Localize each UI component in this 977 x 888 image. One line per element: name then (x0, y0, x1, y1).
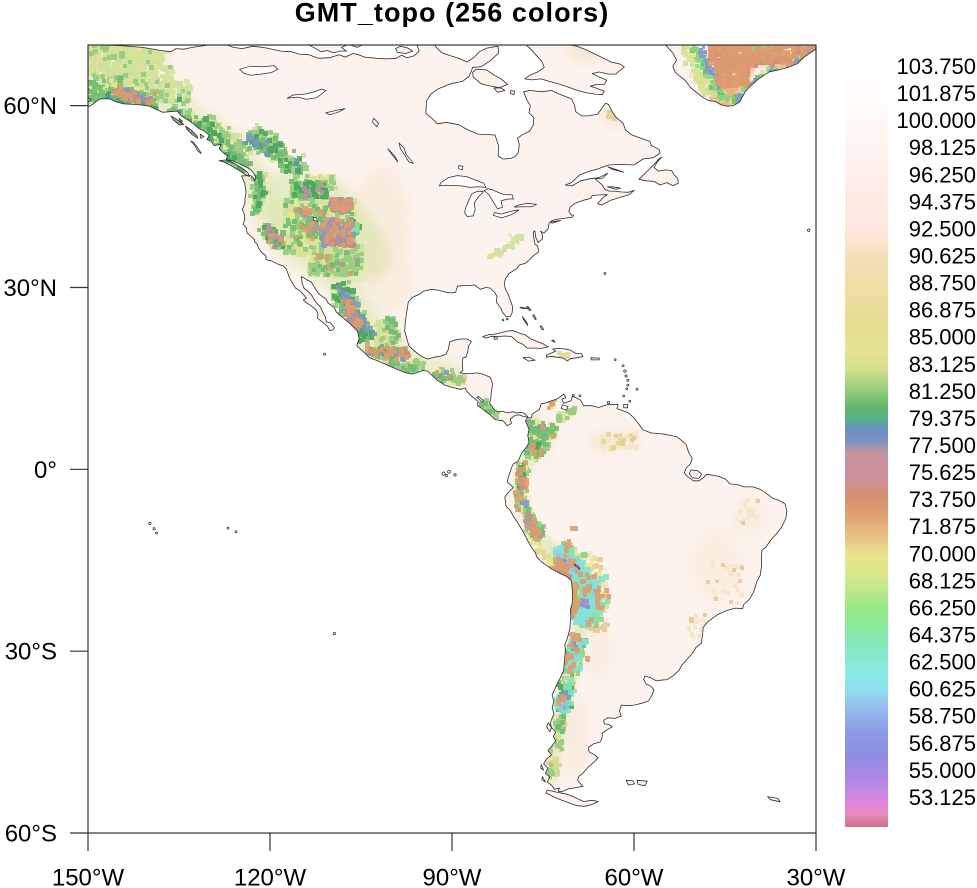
svg-text:68.125: 68.125 (909, 568, 976, 593)
svg-text:81.250: 81.250 (909, 379, 976, 404)
svg-text:73.750: 73.750 (909, 487, 976, 512)
svg-text:30°N: 30°N (3, 275, 57, 302)
svg-text:58.750: 58.750 (909, 704, 976, 729)
svg-text:60°W: 60°W (605, 865, 664, 888)
svg-text:98.125: 98.125 (909, 135, 976, 160)
svg-text:60°N: 60°N (3, 93, 57, 120)
svg-text:88.750: 88.750 (909, 271, 976, 296)
svg-text:120°W: 120°W (234, 865, 307, 888)
svg-text:60°S: 60°S (5, 821, 57, 848)
svg-text:GMT_topo (256 colors): GMT_topo (256 colors) (295, 0, 610, 28)
svg-text:0°: 0° (34, 457, 57, 484)
svg-text:30°S: 30°S (5, 639, 57, 666)
svg-text:85.000: 85.000 (909, 325, 976, 350)
svg-text:90.625: 90.625 (909, 244, 976, 269)
svg-text:71.875: 71.875 (909, 514, 976, 539)
svg-text:94.375: 94.375 (909, 189, 976, 214)
svg-text:60.625: 60.625 (909, 677, 976, 702)
svg-text:66.250: 66.250 (909, 595, 976, 620)
svg-text:86.875: 86.875 (909, 298, 976, 323)
svg-text:30°W: 30°W (787, 865, 846, 888)
svg-text:83.125: 83.125 (909, 352, 976, 377)
svg-text:62.500: 62.500 (909, 650, 976, 675)
svg-text:92.500: 92.500 (909, 216, 976, 241)
svg-text:75.625: 75.625 (909, 460, 976, 485)
svg-text:100.000: 100.000 (896, 108, 976, 133)
svg-text:90°W: 90°W (423, 865, 482, 888)
svg-text:56.875: 56.875 (909, 731, 976, 756)
svg-text:77.500: 77.500 (909, 433, 976, 458)
svg-text:64.375: 64.375 (909, 623, 976, 648)
svg-text:96.250: 96.250 (909, 162, 976, 187)
svg-text:150°W: 150°W (52, 865, 125, 888)
svg-text:70.000: 70.000 (909, 541, 976, 566)
svg-text:101.875: 101.875 (896, 81, 976, 106)
svg-text:55.000: 55.000 (909, 758, 976, 783)
svg-text:103.750: 103.750 (896, 54, 976, 79)
svg-text:53.125: 53.125 (909, 785, 976, 810)
svg-text:79.375: 79.375 (909, 406, 976, 431)
